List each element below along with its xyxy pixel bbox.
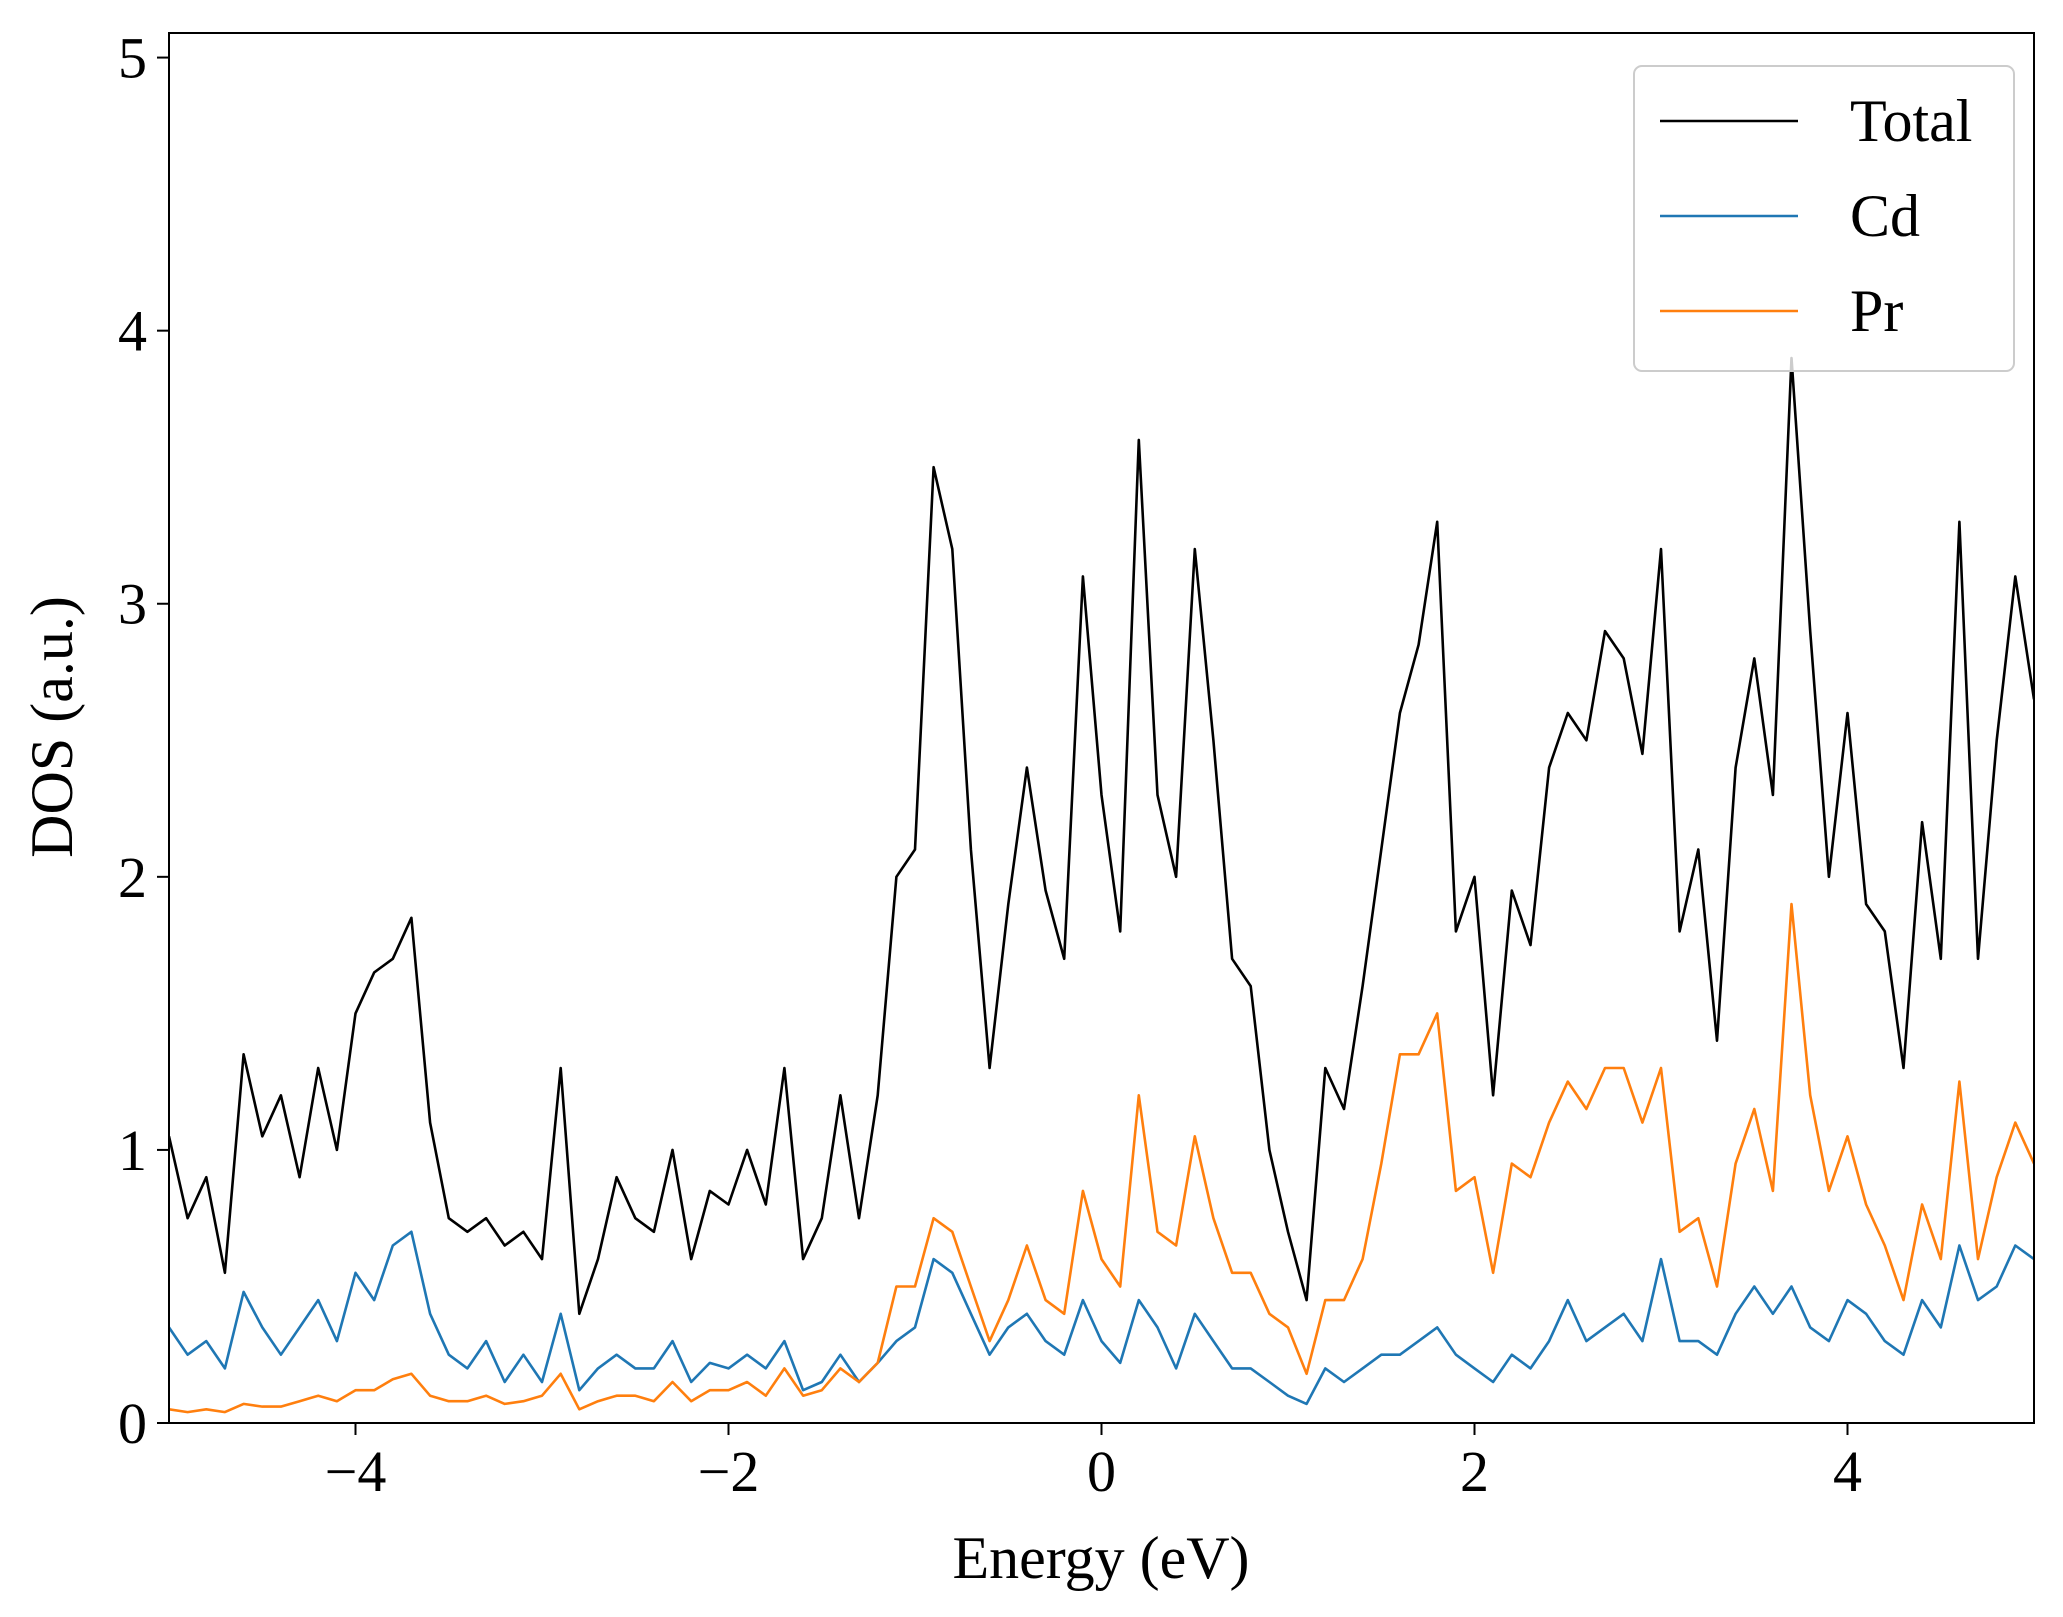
y-tick-label: 5 [118,26,147,91]
legend-label: Pr [1850,278,1903,344]
series-line [169,902,2034,1414]
legend-box [1633,65,2015,372]
y-axis-label: DOS (a.u.) [19,596,85,858]
x-tick-label: −2 [698,1439,760,1504]
y-tick-label: 2 [118,845,147,910]
y-tick-label: 4 [118,299,147,364]
x-axis-label: Energy (eV) [952,1525,1249,1591]
series-line [169,356,2034,1316]
x-tick-label: 0 [1087,1439,1116,1504]
y-tick-label: 0 [118,1391,147,1456]
legend-label: Cd [1850,183,1920,249]
x-tick-label: 4 [1833,1439,1862,1504]
y-tick-label: 3 [118,572,147,637]
x-tick-label: 2 [1460,1439,1489,1504]
x-tick-label: −4 [325,1439,387,1504]
y-tick-label: 1 [118,1118,147,1183]
series-line [169,1230,2034,1406]
legend-label: Total [1850,88,1972,154]
plot-frame [168,32,2035,1424]
